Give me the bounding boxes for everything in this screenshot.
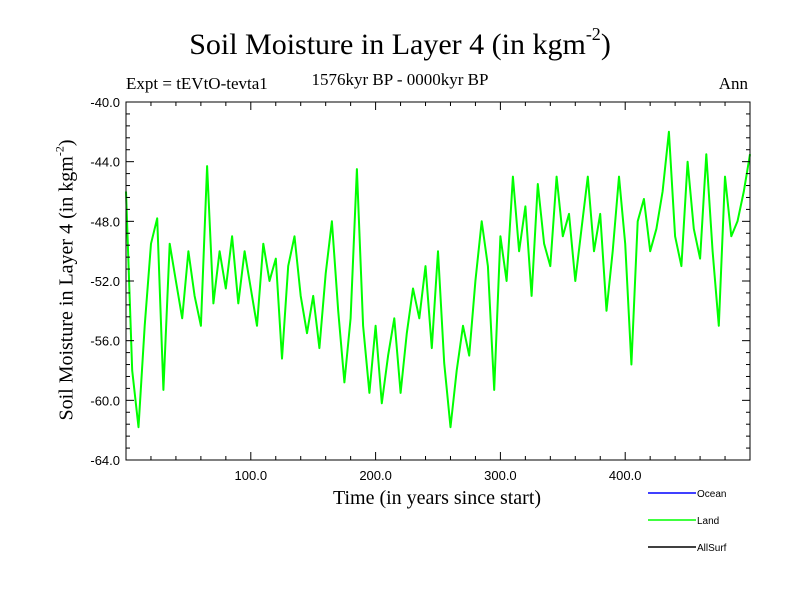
y-tick-label: -56.0 [90, 334, 120, 349]
x-tick-label: 200.0 [359, 468, 392, 483]
y-tick-label: -48.0 [90, 214, 120, 229]
chart-subtitle: 1576kyr BP - 0000kyr BP [311, 70, 489, 89]
y-tick-label: -52.0 [90, 274, 120, 289]
x-tick-label: 300.0 [484, 468, 517, 483]
y-tick-label: -64.0 [90, 453, 120, 468]
legend-label-allsurf: AllSurf [697, 543, 727, 554]
plot-frame [125, 101, 751, 461]
chart-title: Soil Moisture in Layer 4 (in kgm-2) [189, 24, 611, 61]
y-tick-label: -44.0 [90, 155, 120, 170]
x-axis-label: Time (in years since start) [332, 487, 542, 509]
series-line-land [125, 130, 751, 429]
x-tick-label: 400.0 [609, 468, 642, 483]
legend-label-ocean: Ocean [697, 489, 726, 500]
experiment-label: Expt = tEVtO-tevta1 [126, 74, 268, 93]
x-tick-label: 100.0 [235, 468, 268, 483]
y-tick-label: -60.0 [90, 393, 120, 408]
legend-label-land: Land [697, 516, 719, 527]
season-label: Ann [718, 74, 748, 93]
y-tick-label: -40.0 [90, 95, 120, 110]
